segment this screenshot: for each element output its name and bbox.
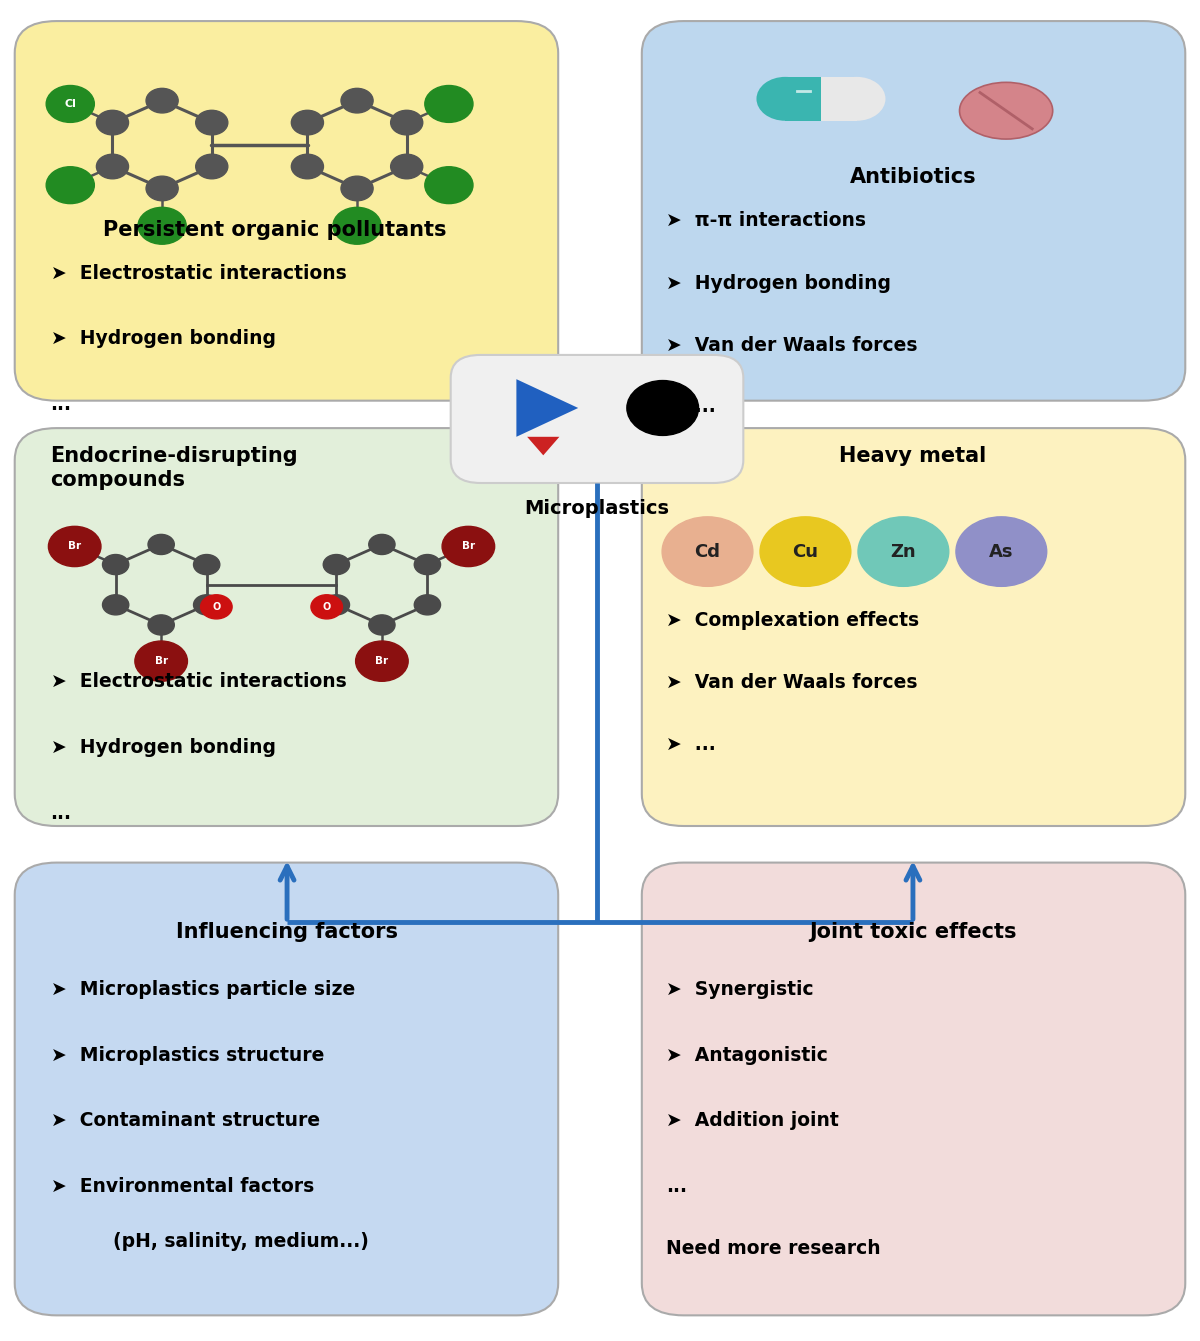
Circle shape — [96, 154, 128, 178]
Circle shape — [626, 381, 698, 436]
Circle shape — [323, 595, 349, 616]
Text: O: O — [323, 602, 331, 611]
Circle shape — [148, 616, 174, 636]
Text: ➤  Hydrogen bonding: ➤ Hydrogen bonding — [50, 330, 276, 349]
Circle shape — [341, 176, 373, 201]
Text: ➤  Addition joint: ➤ Addition joint — [666, 1112, 839, 1130]
Text: Endocrine-disrupting
compounds: Endocrine-disrupting compounds — [50, 447, 298, 489]
Circle shape — [292, 154, 324, 178]
Text: Microplastics: Microplastics — [524, 499, 670, 519]
Text: Br: Br — [155, 656, 168, 666]
Text: Br: Br — [376, 656, 389, 666]
Circle shape — [425, 86, 473, 122]
Text: ➤  Hydrogen bonding: ➤ Hydrogen bonding — [50, 738, 276, 758]
Text: Zn: Zn — [890, 543, 917, 561]
Circle shape — [956, 516, 1046, 586]
Circle shape — [96, 110, 128, 135]
Circle shape — [442, 527, 494, 567]
Circle shape — [414, 595, 440, 616]
Circle shape — [760, 516, 851, 586]
Text: Joint toxic effects: Joint toxic effects — [809, 923, 1016, 941]
Text: Heavy metal: Heavy metal — [839, 447, 986, 467]
Polygon shape — [516, 380, 578, 437]
Text: ➤  Environmental factors: ➤ Environmental factors — [50, 1177, 314, 1196]
Text: ➤  Antagonistic: ➤ Antagonistic — [666, 1046, 828, 1065]
Text: Cd: Cd — [695, 543, 720, 561]
Circle shape — [138, 208, 186, 244]
Text: O: O — [212, 602, 221, 611]
Circle shape — [332, 208, 382, 244]
Text: ➤  Complexation effects: ➤ Complexation effects — [666, 611, 919, 630]
Circle shape — [46, 166, 95, 204]
Text: Antibiotics: Antibiotics — [850, 168, 977, 188]
Text: ➤  Van der Waals forces: ➤ Van der Waals forces — [666, 673, 917, 692]
Text: ➤  π-π interactions: ➤ π-π interactions — [666, 212, 865, 231]
Text: ➤  Electrostatic interactions: ➤ Electrostatic interactions — [50, 672, 347, 692]
FancyBboxPatch shape — [642, 428, 1186, 826]
Text: ➤  Electrostatic interactions: ➤ Electrostatic interactions — [50, 263, 347, 283]
Text: ...: ... — [50, 396, 72, 414]
Ellipse shape — [756, 76, 814, 121]
Circle shape — [102, 595, 128, 616]
Circle shape — [48, 527, 101, 567]
Circle shape — [858, 516, 949, 586]
Bar — [785, 76, 821, 121]
Circle shape — [102, 555, 128, 575]
FancyBboxPatch shape — [14, 862, 558, 1316]
Ellipse shape — [828, 76, 886, 121]
FancyBboxPatch shape — [451, 355, 743, 483]
Circle shape — [148, 535, 174, 555]
Text: (pH, salinity, medium...): (pH, salinity, medium...) — [74, 1232, 370, 1251]
Text: ➤  Hydrogen bonding: ➤ Hydrogen bonding — [666, 274, 890, 292]
FancyBboxPatch shape — [14, 21, 558, 401]
Text: ➤  Contaminant structure: ➤ Contaminant structure — [50, 1112, 319, 1130]
Text: ➤  Microplastics structure: ➤ Microplastics structure — [50, 1046, 324, 1065]
Circle shape — [391, 154, 422, 178]
Text: ...: ... — [666, 1177, 686, 1196]
Text: ➤  ...: ➤ ... — [666, 398, 715, 417]
Circle shape — [146, 176, 178, 201]
Circle shape — [341, 89, 373, 113]
Circle shape — [425, 166, 473, 204]
Circle shape — [662, 516, 752, 586]
Circle shape — [196, 154, 228, 178]
Text: ➤  Synergistic: ➤ Synergistic — [666, 980, 814, 999]
Text: ...: ... — [50, 805, 72, 823]
Text: Cl: Cl — [65, 99, 76, 109]
FancyBboxPatch shape — [642, 862, 1186, 1316]
Circle shape — [196, 110, 228, 135]
FancyBboxPatch shape — [14, 428, 558, 826]
Circle shape — [311, 595, 342, 620]
Circle shape — [323, 555, 349, 575]
Circle shape — [414, 555, 440, 575]
Text: Cu: Cu — [792, 543, 818, 561]
Circle shape — [193, 595, 220, 616]
Text: Need more research: Need more research — [666, 1239, 881, 1258]
Circle shape — [46, 86, 95, 122]
Circle shape — [292, 110, 324, 135]
Text: Persistent organic pollutants: Persistent organic pollutants — [103, 220, 446, 240]
Ellipse shape — [960, 82, 1052, 139]
Polygon shape — [527, 437, 559, 456]
Text: Br: Br — [68, 542, 82, 551]
Circle shape — [368, 535, 395, 555]
Circle shape — [391, 110, 422, 135]
Circle shape — [134, 641, 187, 681]
Circle shape — [368, 616, 395, 636]
Circle shape — [355, 641, 408, 681]
FancyBboxPatch shape — [642, 21, 1186, 401]
Circle shape — [200, 595, 232, 620]
Text: ➤  ...: ➤ ... — [666, 735, 715, 755]
Text: Br: Br — [462, 542, 475, 551]
Text: Influencing factors: Influencing factors — [176, 923, 398, 941]
Text: ➤  Van der Waals forces: ➤ Van der Waals forces — [666, 335, 917, 355]
Circle shape — [146, 89, 178, 113]
Bar — [821, 76, 857, 121]
Text: ➤  Microplastics particle size: ➤ Microplastics particle size — [50, 980, 355, 999]
Text: As: As — [989, 543, 1014, 561]
Circle shape — [193, 555, 220, 575]
